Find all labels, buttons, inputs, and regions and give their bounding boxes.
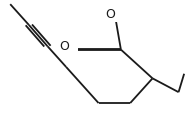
Text: O: O bbox=[106, 8, 116, 21]
Text: O: O bbox=[59, 40, 69, 53]
